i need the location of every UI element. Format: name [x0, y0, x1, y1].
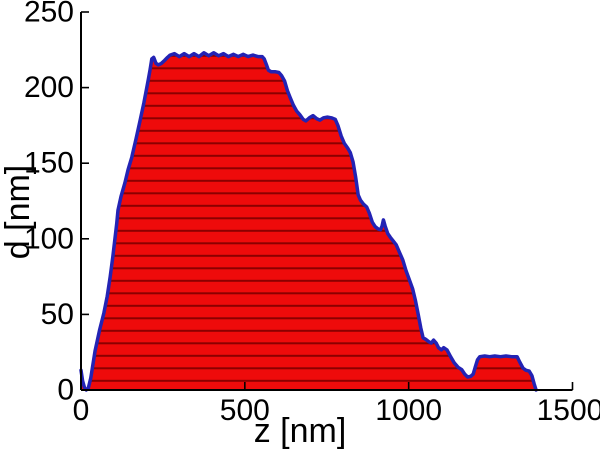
y-tick-label: 200 — [24, 71, 74, 104]
y-axis: 0 50 100 150 200 250 — [24, 0, 89, 407]
area-hatch-lines — [81, 52, 537, 391]
plot-area — [79, 51, 538, 392]
x-axis-label: z [nm] — [254, 412, 347, 450]
y-axis-label: d [nm] — [0, 165, 37, 259]
x-tick-label: 0 — [73, 394, 90, 427]
x-axis-ticks: 0 500 1000 1500 — [73, 382, 600, 427]
y-tick-label: 250 — [24, 0, 74, 29]
y-tick-label: 100 — [24, 222, 74, 255]
x-axis: 0 500 1000 1500 — [73, 382, 600, 427]
x-tick-label: 500 — [220, 394, 270, 427]
y-axis-ticks: 0 50 100 150 200 250 — [24, 0, 89, 407]
x-tick-label: 1500 — [537, 394, 600, 427]
y-tick-label: 150 — [24, 147, 74, 180]
y-tick-label: 0 — [57, 374, 74, 407]
profile-line — [79, 51, 538, 392]
y-tick-label: 50 — [41, 298, 74, 331]
x-tick-label: 1000 — [375, 394, 442, 427]
